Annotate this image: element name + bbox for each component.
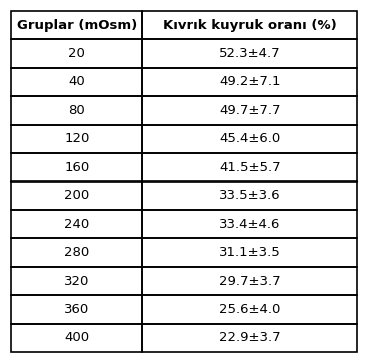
Text: 52.3±4.7: 52.3±4.7 xyxy=(219,47,280,60)
Bar xyxy=(11,153,142,182)
Bar xyxy=(142,153,357,182)
Bar xyxy=(11,125,142,153)
Bar xyxy=(142,11,357,39)
Bar xyxy=(142,68,357,96)
Text: 29.7±3.7: 29.7±3.7 xyxy=(219,274,280,287)
Bar xyxy=(11,182,142,210)
Bar xyxy=(142,210,357,238)
Text: 120: 120 xyxy=(64,132,89,145)
Bar xyxy=(142,238,357,267)
Text: Kıvrık kuyruk oranı (%): Kıvrık kuyruk oranı (%) xyxy=(163,19,337,32)
Text: 49.7±7.7: 49.7±7.7 xyxy=(219,104,280,117)
Text: 80: 80 xyxy=(68,104,85,117)
Text: 25.6±4.0: 25.6±4.0 xyxy=(219,303,280,316)
Bar xyxy=(142,267,357,295)
Text: 31.1±3.5: 31.1±3.5 xyxy=(219,246,280,259)
Text: 33.5±3.6: 33.5±3.6 xyxy=(219,189,280,202)
Bar xyxy=(142,96,357,125)
Text: 22.9±3.7: 22.9±3.7 xyxy=(219,331,280,344)
Bar xyxy=(11,267,142,295)
Text: Gruplar (mOsm): Gruplar (mOsm) xyxy=(17,19,137,32)
Text: 280: 280 xyxy=(64,246,89,259)
Bar xyxy=(142,125,357,153)
Bar xyxy=(11,39,142,68)
Bar xyxy=(142,39,357,68)
Bar xyxy=(11,238,142,267)
Text: 320: 320 xyxy=(64,274,89,287)
Bar xyxy=(11,96,142,125)
Bar xyxy=(11,68,142,96)
Text: 49.2±7.1: 49.2±7.1 xyxy=(219,76,280,89)
Text: 240: 240 xyxy=(64,218,89,231)
Text: 20: 20 xyxy=(68,47,85,60)
Text: 41.5±5.7: 41.5±5.7 xyxy=(219,161,280,174)
Bar xyxy=(11,11,142,39)
Bar xyxy=(142,324,357,352)
Bar xyxy=(142,295,357,324)
Text: 45.4±6.0: 45.4±6.0 xyxy=(219,132,280,145)
Bar xyxy=(11,210,142,238)
Text: 400: 400 xyxy=(64,331,89,344)
Bar xyxy=(11,324,142,352)
Text: 33.4±4.6: 33.4±4.6 xyxy=(219,218,280,231)
Bar xyxy=(142,182,357,210)
Text: 200: 200 xyxy=(64,189,89,202)
Text: 160: 160 xyxy=(64,161,89,174)
Text: 40: 40 xyxy=(68,76,85,89)
Text: 360: 360 xyxy=(64,303,89,316)
Bar xyxy=(11,295,142,324)
